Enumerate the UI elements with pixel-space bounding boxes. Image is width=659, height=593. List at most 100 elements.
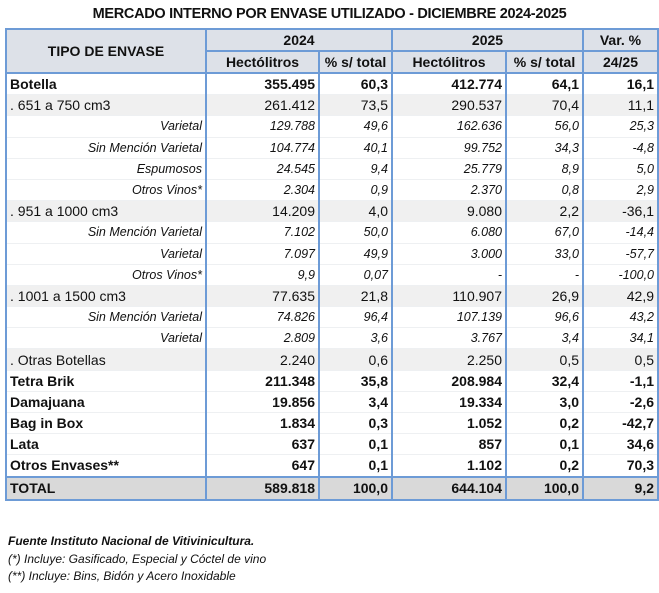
row-label: Varietal <box>5 243 207 265</box>
cell-pct-2024: 3,6 <box>318 327 393 350</box>
cell-var: 2,9 <box>582 179 659 202</box>
cell-hl-2025: - <box>391 264 507 286</box>
cell-var: 0,5 <box>582 348 659 371</box>
table-row: Botella 355.495 60,3 412.774 64,1 16,1 <box>5 73 659 96</box>
table-row: Damajuana 19.856 3,4 19.334 3,0 -2,6 <box>5 391 659 414</box>
cell-hl-2024: 261.412 <box>205 94 320 117</box>
cell-pct-2025: 32,4 <box>505 370 584 392</box>
header-var: Var. % <box>582 28 659 52</box>
header-pct-2025: % s/ total <box>505 50 584 74</box>
cell-pct-2025: 2,2 <box>505 200 584 223</box>
cell-hl-2025: 290.537 <box>391 94 507 117</box>
cell-pct-2024: 4,0 <box>318 200 393 223</box>
cell-hl-2024: 2.240 <box>205 348 320 371</box>
cell-hl-2024: 104.774 <box>205 137 320 159</box>
cell-pct-2025: 100,0 <box>505 475 584 501</box>
cell-hl-2024: 355.495 <box>205 73 320 96</box>
cell-hl-2025: 9.080 <box>391 200 507 223</box>
row-label: Espumosos <box>5 158 207 180</box>
row-label: TOTAL <box>5 475 207 501</box>
cell-pct-2025: 64,1 <box>505 73 584 96</box>
cell-var: 42,9 <box>582 285 659 308</box>
table-row: Otros Envases** 647 0,1 1.102 0,2 70,3 <box>5 454 659 478</box>
cell-pct-2024: 40,1 <box>318 137 393 159</box>
envase-table: TIPO DE ENVASE 2024 2025 Var. % Hectólit… <box>5 28 659 501</box>
cell-hl-2024: 24.545 <box>205 158 320 180</box>
row-label: Otros Vinos* <box>5 264 207 286</box>
cell-var: -57,7 <box>582 243 659 265</box>
cell-hl-2025: 99.752 <box>391 137 507 159</box>
cell-hl-2025: 162.636 <box>391 115 507 138</box>
row-label: Varietal <box>5 327 207 350</box>
cell-pct-2024: 96,4 <box>318 306 393 329</box>
cell-var: 11,1 <box>582 94 659 117</box>
cell-pct-2024: 0,3 <box>318 412 393 435</box>
row-label: Sin Mención Varietal <box>5 137 207 159</box>
table-row: . Otras Botellas 2.240 0,6 2.250 0,5 0,5 <box>5 348 659 371</box>
table-row: Sin Mención Varietal 104.774 40,1 99.752 34,… <box>5 137 659 159</box>
cell-hl-2024: 637 <box>205 433 320 456</box>
cell-hl-2024: 74.826 <box>205 306 320 329</box>
cell-hl-2025: 412.774 <box>391 73 507 96</box>
row-label: . 1001 a 1500 cm3 <box>5 285 207 308</box>
cell-var: 5,0 <box>582 158 659 180</box>
cell-pct-2025: 26,9 <box>505 285 584 308</box>
table-row: . 1001 a 1500 cm3 77.635 21,8 110.907 26,9 42… <box>5 285 659 308</box>
header-pct-2024: % s/ total <box>318 50 393 74</box>
row-label: Tetra Brik <box>5 370 207 392</box>
row-label: . 651 a 750 cm3 <box>5 94 207 117</box>
table-row: Tetra Brik 211.348 35,8 208.984 32,4 -1,1 <box>5 370 659 392</box>
cell-pct-2024: 21,8 <box>318 285 393 308</box>
source-note: Fuente Instituto Nacional de Vitivinicul… <box>8 534 255 548</box>
cell-pct-2025: 3,4 <box>505 327 584 350</box>
cell-pct-2024: 35,8 <box>318 370 393 392</box>
table-row: Varietal 7.097 49,9 3.000 33,0 -57,7 <box>5 243 659 265</box>
cell-hl-2024: 129.788 <box>205 115 320 138</box>
header-var-period: 24/25 <box>582 50 659 74</box>
cell-pct-2025: 0,5 <box>505 348 584 371</box>
cell-hl-2025: 1.102 <box>391 454 507 478</box>
row-label: Varietal <box>5 115 207 138</box>
cell-hl-2025: 2.370 <box>391 179 507 202</box>
header-2024: 2024 <box>205 28 393 52</box>
table-row: TOTAL 589.818 100,0 644.104 100,0 9,2 <box>5 475 659 501</box>
row-label: . 951 a 1000 cm3 <box>5 200 207 223</box>
cell-pct-2025: 0,1 <box>505 433 584 456</box>
cell-hl-2024: 7.102 <box>205 221 320 244</box>
row-label: . Otras Botellas <box>5 348 207 371</box>
row-label: Damajuana <box>5 391 207 414</box>
cell-hl-2024: 14.209 <box>205 200 320 223</box>
cell-hl-2025: 6.080 <box>391 221 507 244</box>
cell-pct-2024: 49,9 <box>318 243 393 265</box>
cell-var: -100,0 <box>582 264 659 286</box>
row-label: Bag in Box <box>5 412 207 435</box>
cell-pct-2024: 0,1 <box>318 454 393 478</box>
cell-pct-2025: 96,6 <box>505 306 584 329</box>
table-title: MERCADO INTERNO POR ENVASE UTILIZADO - D… <box>92 6 567 22</box>
cell-hl-2024: 9,9 <box>205 264 320 286</box>
cell-pct-2025: 67,0 <box>505 221 584 244</box>
cell-pct-2025: 56,0 <box>505 115 584 138</box>
cell-var: 70,3 <box>582 454 659 478</box>
cell-hl-2024: 211.348 <box>205 370 320 392</box>
cell-pct-2025: 33,0 <box>505 243 584 265</box>
row-label: Sin Mención Varietal <box>5 221 207 244</box>
cell-hl-2024: 2.809 <box>205 327 320 350</box>
table-row: . 951 a 1000 cm3 14.209 4,0 9.080 2,2 -36,1 <box>5 200 659 223</box>
cell-pct-2024: 49,6 <box>318 115 393 138</box>
cell-pct-2024: 0,6 <box>318 348 393 371</box>
cell-hl-2025: 2.250 <box>391 348 507 371</box>
cell-pct-2024: 0,1 <box>318 433 393 456</box>
row-label: Lata <box>5 433 207 456</box>
cell-hl-2025: 3.000 <box>391 243 507 265</box>
cell-pct-2024: 50,0 <box>318 221 393 244</box>
cell-var: 9,2 <box>582 475 659 501</box>
cell-pct-2025: 34,3 <box>505 137 584 159</box>
row-label: Otros Envases** <box>5 454 207 478</box>
cell-hl-2025: 208.984 <box>391 370 507 392</box>
cell-hl-2024: 2.304 <box>205 179 320 202</box>
cell-var: 43,2 <box>582 306 659 329</box>
cell-pct-2024: 9,4 <box>318 158 393 180</box>
cell-hl-2025: 1.052 <box>391 412 507 435</box>
cell-var: 16,1 <box>582 73 659 96</box>
